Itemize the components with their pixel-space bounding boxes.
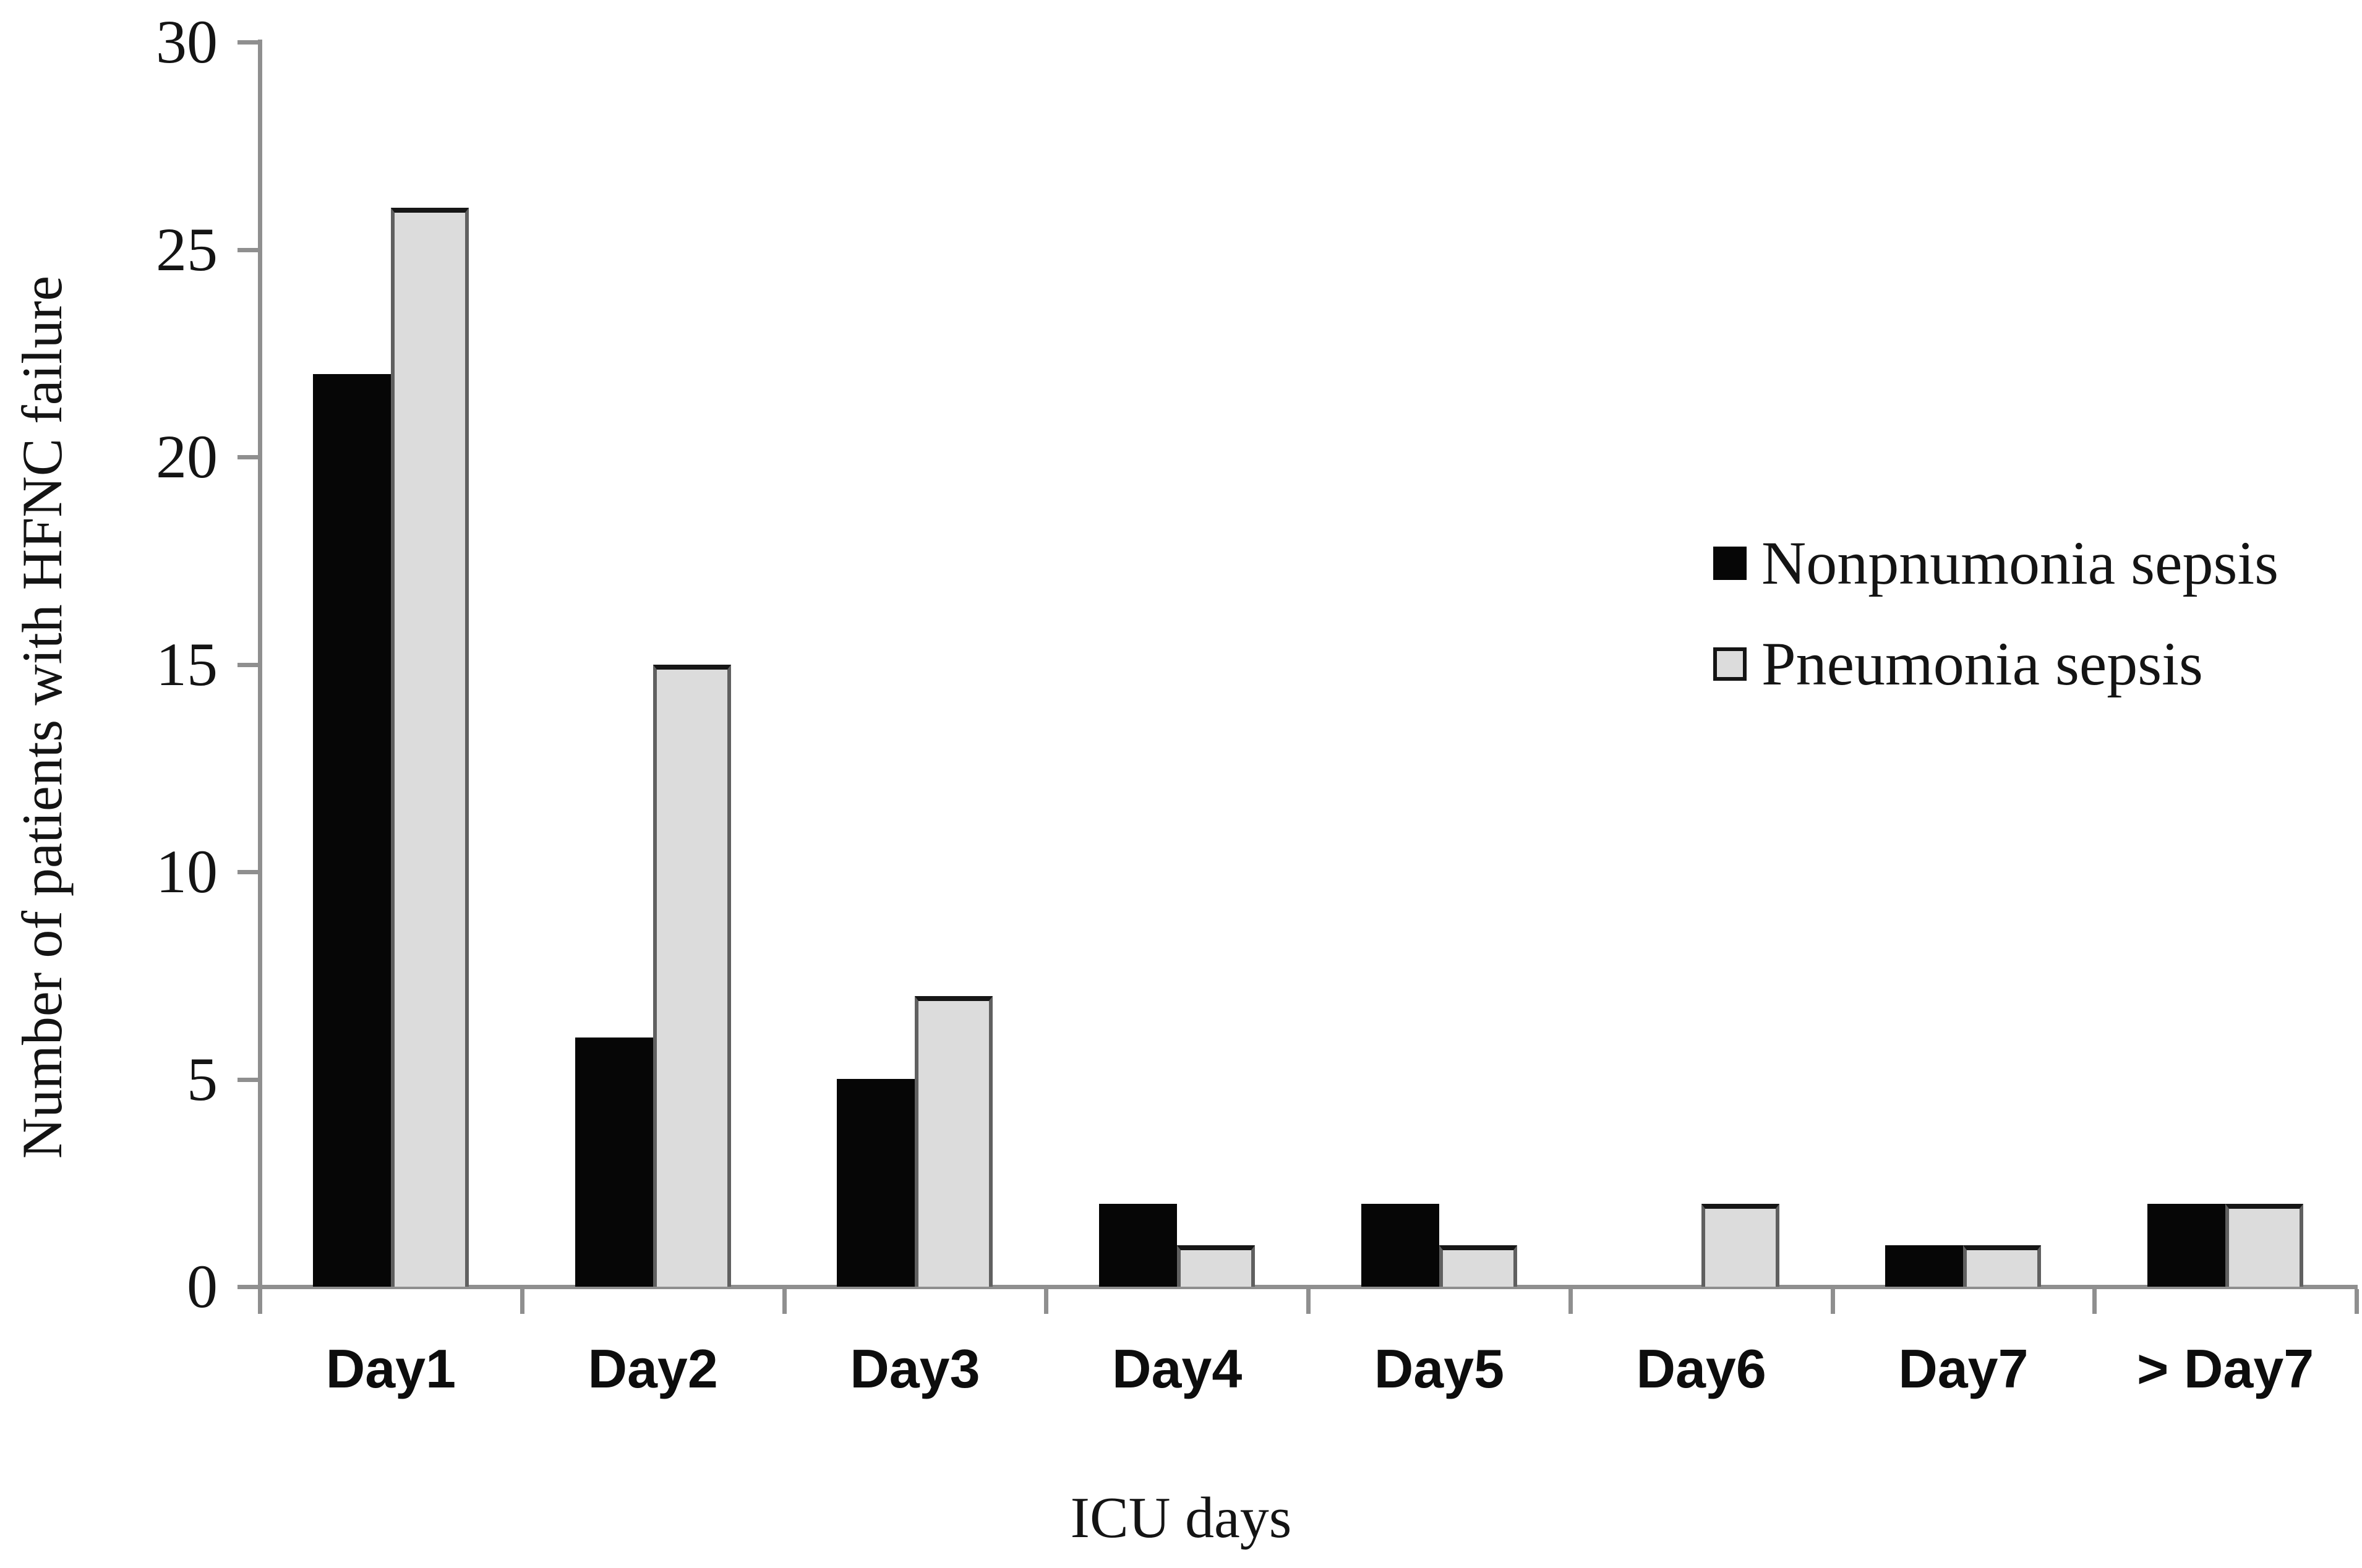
bar-pneumonia-sepsis-day4	[1177, 1245, 1256, 1287]
y-tick-label: 15	[156, 629, 218, 699]
y-tick-label: 25	[156, 215, 218, 284]
legend-label-pneumonia-sepsis: Pneumonia sepsis	[1761, 629, 2203, 698]
y-tick-label: 5	[187, 1044, 218, 1114]
x-axis-line	[237, 1285, 2358, 1289]
x-category-label-day6: Day6	[1636, 1338, 1766, 1399]
x-axis-tick	[1044, 1289, 1049, 1314]
bar-nonpnumonia-sepsis-day1	[312, 374, 391, 1287]
x-category-label-day5: Day5	[1374, 1338, 1505, 1399]
y-axis-tick	[237, 40, 260, 45]
x-axis-tick	[2092, 1289, 2097, 1314]
y-axis-tick	[237, 1077, 260, 1082]
bar-pneumonia-sepsis-day5	[1439, 1245, 1517, 1287]
x-axis-tick	[2355, 1289, 2359, 1314]
x-axis-tick	[520, 1289, 524, 1314]
legend-item-pneumonia-sepsis: Pneumonia sepsis	[1713, 633, 2203, 695]
x-axis-tick	[258, 1289, 262, 1314]
y-tick-label: 30	[156, 7, 218, 76]
y-axis-tick	[237, 1285, 260, 1289]
x-category-label-day7: > Day7	[2137, 1338, 2314, 1399]
x-category-label-day4: Day4	[1111, 1338, 1243, 1399]
x-category-label-day3: Day3	[850, 1338, 980, 1399]
x-axis-tick	[1568, 1289, 1573, 1314]
bar-pneumonia-sepsis-day2	[653, 665, 731, 1287]
bar-pneumonia-sepsis-day7	[2225, 1204, 2304, 1287]
x-axis-tick	[782, 1289, 787, 1314]
legend-item-nonpnumonia-sepsis: Nonpnumonia sepsis	[1713, 532, 2279, 594]
bar-nonpnumonia-sepsis-day7	[1885, 1245, 1964, 1287]
bar-pneumonia-sepsis-day7	[1963, 1245, 2042, 1287]
legend-label-nonpnumonia-sepsis: Nonpnumonia sepsis	[1761, 529, 2279, 597]
legend-swatch-black-square	[1713, 547, 1747, 580]
x-category-label-day2: Day2	[588, 1338, 718, 1399]
y-tick-label: 0	[187, 1252, 218, 1321]
bar-pneumonia-sepsis-day1	[390, 208, 469, 1287]
x-category-label-day7: Day7	[1898, 1338, 2029, 1399]
bar-nonpnumonia-sepsis-day2	[575, 1038, 653, 1287]
bar-nonpnumonia-sepsis-day3	[837, 1079, 915, 1287]
x-axis-tick	[1830, 1289, 1835, 1314]
legend-swatch-gray-square	[1713, 647, 1747, 681]
bar-nonpnumonia-sepsis-day7	[2147, 1204, 2226, 1287]
y-axis-tick	[237, 870, 260, 874]
x-axis-tick	[1306, 1289, 1311, 1314]
y-axis-tick	[237, 247, 260, 252]
x-category-label-day1: Day1	[325, 1338, 456, 1399]
bar-pneumonia-sepsis-day6	[1701, 1204, 1779, 1287]
x-axis-title: ICU days	[1070, 1486, 1292, 1550]
bar-nonpnumonia-sepsis-day5	[1361, 1204, 1439, 1287]
y-tick-label: 10	[156, 837, 218, 906]
y-axis-tick	[237, 662, 260, 667]
y-axis-tick	[237, 455, 260, 459]
y-tick-label: 20	[156, 422, 218, 491]
y-axis-line	[258, 40, 262, 1290]
bar-nonpnumonia-sepsis-day4	[1099, 1204, 1178, 1287]
bar-pneumonia-sepsis-day3	[915, 996, 993, 1287]
